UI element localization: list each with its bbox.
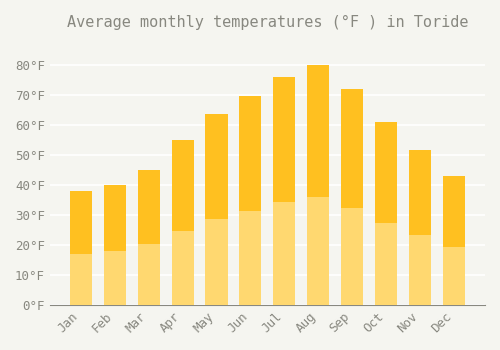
Bar bbox=[70, 191, 92, 305]
Title: Average monthly temperatures (°F ) in Toride: Average monthly temperatures (°F ) in To… bbox=[66, 15, 468, 30]
Bar bbox=[70, 254, 92, 305]
Bar bbox=[240, 97, 262, 305]
Bar bbox=[443, 176, 465, 305]
Bar bbox=[409, 236, 432, 305]
Bar bbox=[138, 170, 160, 305]
Bar bbox=[104, 251, 126, 305]
Bar bbox=[308, 197, 330, 305]
Bar bbox=[409, 150, 432, 305]
Bar bbox=[443, 247, 465, 305]
Bar bbox=[206, 219, 228, 305]
Bar bbox=[375, 122, 398, 305]
Bar bbox=[274, 77, 295, 305]
Bar bbox=[342, 89, 363, 305]
Bar bbox=[172, 140, 194, 305]
Bar bbox=[172, 231, 194, 305]
Bar bbox=[274, 202, 295, 305]
Bar bbox=[375, 223, 398, 305]
Bar bbox=[308, 65, 330, 305]
Bar bbox=[206, 114, 228, 305]
Bar bbox=[104, 185, 126, 305]
Bar bbox=[138, 244, 160, 305]
Bar bbox=[342, 208, 363, 305]
Bar bbox=[240, 211, 262, 305]
